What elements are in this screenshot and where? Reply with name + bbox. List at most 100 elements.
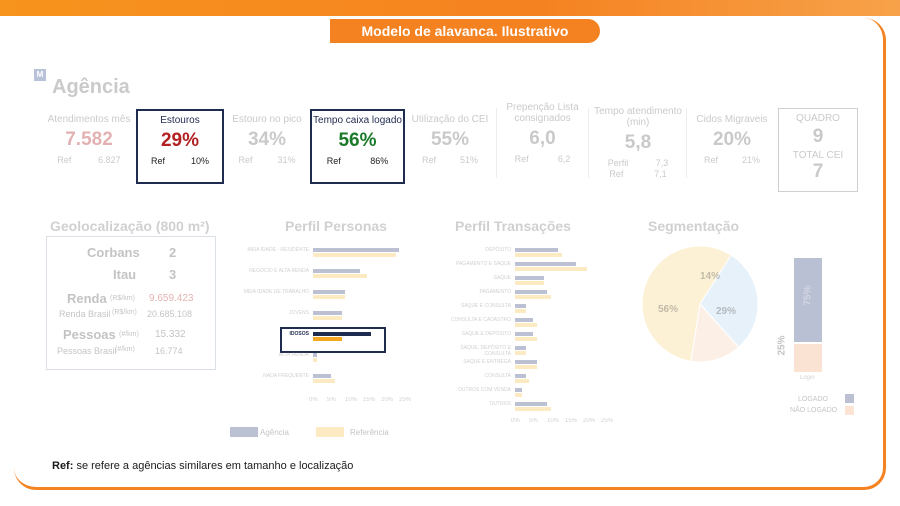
section-personas-title: Perfil Personas [285, 218, 387, 234]
bar-referencia [515, 365, 537, 369]
kpi-estouro-pico: Estouro no pico 34% Ref 31% [226, 114, 308, 165]
kpi-tempo-atendimento: Tempo atendimento (min) 5,8 Perfil 7,3 Re… [594, 106, 682, 179]
bar-agencia [313, 311, 342, 315]
nao-logado-segment [794, 343, 822, 372]
itau-value: 3 [169, 267, 177, 282]
bar-agencia [313, 353, 317, 357]
bar-agencia [313, 269, 360, 273]
kpi-divider [686, 108, 687, 178]
ref-value: 6,2 [557, 154, 571, 164]
category-label: DEPÓSITO [485, 247, 511, 253]
kpi-atendimentos: Atendimentos mês 7.582 Ref 6.827 [44, 114, 134, 165]
bar-agencia [313, 374, 331, 378]
section-transacoes-title: Perfil Transações [455, 218, 571, 234]
kpi-label: Utilização do CEI [411, 114, 489, 125]
bar-referencia [515, 267, 587, 271]
footnote-bold: Ref: [52, 460, 74, 472]
x-tick-label: 5% [327, 397, 336, 403]
bar-referencia [313, 337, 342, 341]
bar-agencia [515, 304, 526, 308]
legend-referencia-swatch [316, 427, 344, 437]
bar-referencia [515, 281, 544, 285]
renda-brasil-label: Renda Brasil [59, 309, 111, 319]
bar-agencia [313, 248, 400, 252]
x-tick-label: 25% [399, 397, 412, 403]
segmentacao-pie [641, 245, 759, 363]
category-label: CONSULTA E CADASTRO [450, 317, 511, 323]
category-label: OUTROS COM VENDA [457, 387, 511, 393]
kpi-tempo-caixa[interactable]: Tempo caixa logado 56% Ref 86% [310, 109, 405, 184]
bar-referencia [515, 253, 562, 257]
idosos-highlight-box [280, 327, 386, 353]
x-tick-label: 15% [565, 418, 578, 424]
section-segmentacao-title: Segmentação [648, 218, 740, 234]
ref-label: Ref [57, 155, 72, 165]
kpi-value: 34% [247, 129, 287, 150]
kpi-label: Estouros [160, 115, 200, 126]
x-tick-label: 5% [529, 418, 538, 424]
ref-value: 21% [741, 155, 760, 165]
pie-slice [699, 254, 759, 348]
logado-segment [794, 258, 822, 342]
category-label: IDOSOS [289, 331, 309, 337]
bar-referencia [313, 295, 346, 299]
quadro-value: 9 [812, 126, 824, 147]
ref-label: Ref [703, 155, 718, 165]
kpi-divider [588, 108, 589, 178]
ref-label: Ref [609, 169, 624, 179]
ref-value: 31% [277, 155, 296, 165]
category-label: SAQUE E CONSULTA [460, 303, 511, 309]
category-label: NADA FREQUENTE [263, 373, 309, 379]
x-tick-label: 20% [583, 418, 596, 424]
bar-referencia [515, 295, 551, 299]
kpi-label: Atendimentos mês [47, 114, 131, 125]
login-stacked-bar [794, 258, 822, 372]
x-tick-label: 20% [381, 397, 394, 403]
bar-referencia [515, 323, 537, 327]
renda-brasil-value: 20.685.108 [147, 309, 193, 319]
ref-value: 51% [459, 155, 478, 165]
perfil-label: Perfil [607, 158, 629, 168]
bar-referencia [313, 253, 396, 257]
bar-agencia [515, 346, 526, 350]
stack-label-75: 75% [802, 285, 814, 306]
kpi-value: 6,0 [529, 128, 556, 149]
renda-label: Renda [67, 291, 107, 306]
ref-value: 7,1 [654, 169, 667, 179]
stack-label-25: 25% [776, 335, 788, 356]
footnote: Ref: se refere a agências similares em t… [52, 460, 353, 472]
kpi-estouros[interactable]: Estouros 29% Ref 10% [136, 109, 224, 184]
ref-label: Ref [238, 155, 253, 165]
total-cei-label: TOTAL CEI [792, 150, 844, 161]
kpi-value: 20% [712, 129, 752, 150]
pessoas-brasil-unit: (#/km) [115, 346, 135, 353]
ref-label: Ref [150, 156, 165, 166]
total-cei-value: 7 [812, 161, 824, 182]
ref-label: Ref [514, 154, 529, 164]
bar-referencia [313, 358, 317, 362]
bar-agencia [515, 248, 559, 252]
legend-referencia-label: Referência [350, 428, 389, 437]
ref-value: 6.827 [98, 155, 121, 165]
category-label: PAGAMENTO E SAQUE [455, 261, 511, 267]
pie-slice [641, 245, 732, 362]
category-label: ALTA RENDA [278, 352, 309, 358]
kpi-value: 7.582 [65, 129, 113, 150]
renda-value: 9.659.423 [149, 293, 194, 304]
ref-label: Ref [421, 155, 436, 165]
kpi-value: 56% [338, 130, 377, 151]
renda-brasil-unit: (R$/km) [112, 309, 137, 316]
bar-agencia [515, 276, 544, 280]
pie-label-29: 29% [716, 306, 737, 317]
legend-agencia-swatch [230, 427, 258, 437]
kpi-divider [496, 108, 497, 178]
bar-agencia [515, 402, 548, 406]
x-tick-label: 0% [309, 397, 318, 403]
x-tick-label: 0% [511, 418, 520, 424]
bar-agencia [515, 374, 526, 378]
ref-value: 86% [370, 156, 389, 166]
bar-agencia [313, 290, 346, 294]
category-label: OUTROS [489, 401, 511, 407]
kpi-value: 5,8 [624, 132, 652, 153]
page-title: Agência [52, 76, 130, 98]
